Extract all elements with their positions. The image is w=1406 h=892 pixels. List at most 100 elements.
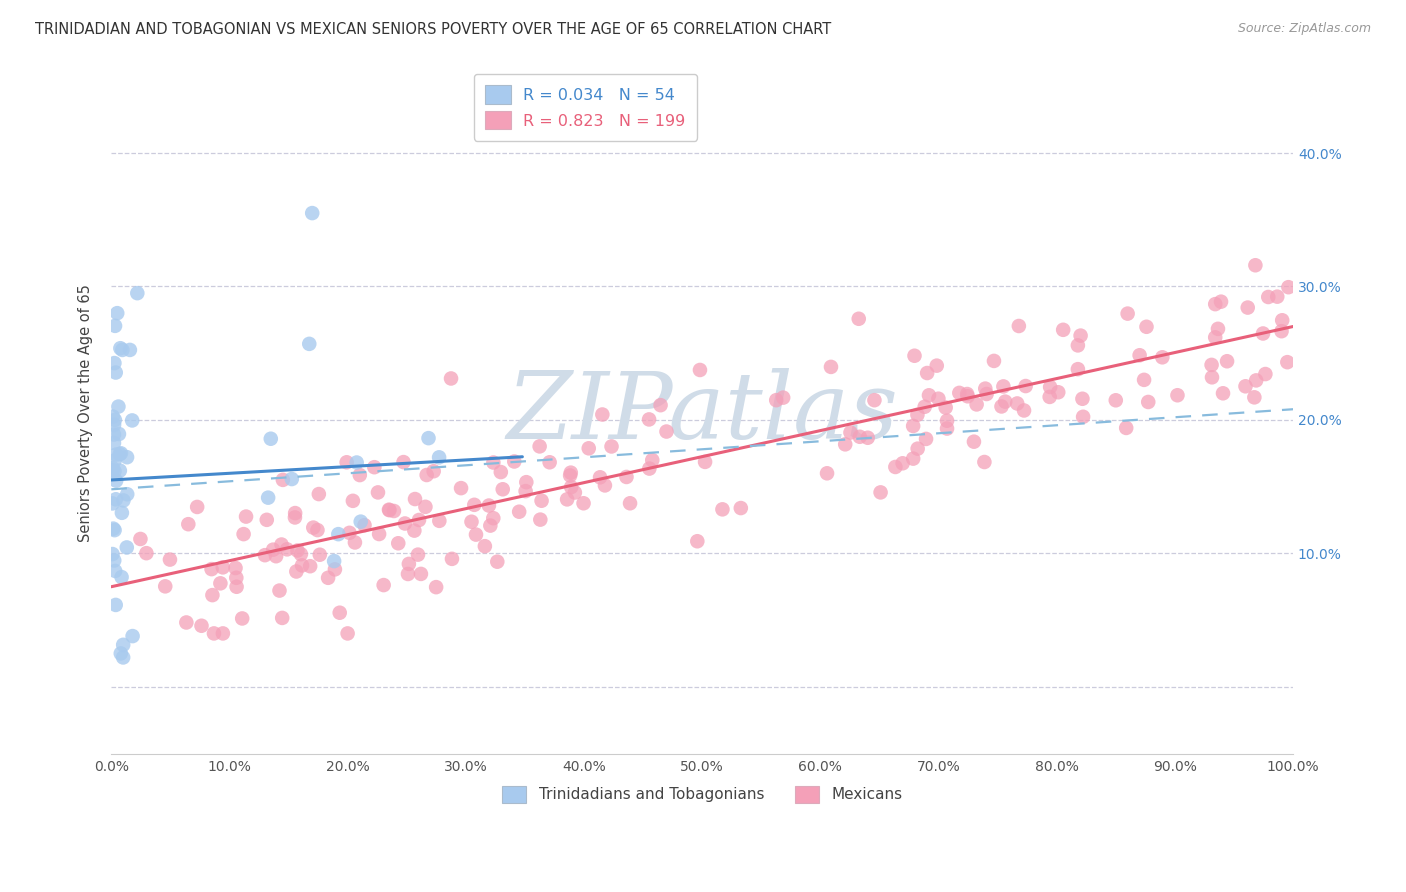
Point [415,500,437,514]
Point [641,453,664,467]
Point [1071,409,1094,424]
Point [232,527,254,541]
Point [1067,338,1090,352]
Point [974,382,997,396]
Point [530,493,553,508]
Point [1206,322,1229,336]
Point [103,436,125,450]
Point [101,409,124,424]
Point [418,431,440,445]
Point [201,588,224,602]
Point [129,532,152,546]
Point [474,539,496,553]
Point [108,427,131,442]
Point [103,356,125,370]
Point [619,496,641,510]
Point [1244,258,1267,272]
Point [482,456,505,470]
Point [211,560,233,574]
Point [578,442,600,456]
Point [368,527,391,541]
Point [560,466,582,480]
Point [257,491,280,505]
Point [350,515,373,529]
Point [463,498,485,512]
Point [914,400,936,414]
Point [115,541,138,555]
Point [271,473,294,487]
Point [308,548,330,562]
Point [103,553,125,567]
Point [848,430,870,444]
Point [104,366,127,380]
Point [482,511,505,525]
Point [329,606,352,620]
Point [638,412,661,426]
Point [110,570,132,584]
Point [110,446,132,460]
Point [108,447,131,461]
Point [479,518,502,533]
Point [404,524,426,538]
Point [110,647,132,661]
Point [863,393,886,408]
Point [956,387,979,401]
Point [765,393,787,408]
Point [440,371,463,385]
Point [398,557,420,571]
Point [270,537,292,551]
Point [105,448,128,462]
Point [105,306,128,320]
Point [404,491,426,506]
Point [1070,328,1092,343]
Point [730,501,752,516]
Point [839,425,862,440]
Point [110,341,132,355]
Point [225,571,247,585]
Point [392,455,415,469]
Point [409,566,432,581]
Point [290,547,312,561]
Text: TRINIDADIAN AND TOBAGONIAN VS MEXICAN SENIORS POVERTY OVER THE AGE OF 65 CORRELA: TRINIDADIAN AND TOBAGONIAN VS MEXICAN SE… [35,22,831,37]
Point [104,564,127,578]
Point [225,561,247,575]
Point [104,453,127,467]
Legend: Trinidadians and Tobagonians, Mexicans: Trinidadians and Tobagonians, Mexicans [491,775,912,814]
Point [1116,307,1139,321]
Point [346,456,368,470]
Point [915,366,938,380]
Point [503,454,526,468]
Point [104,492,127,507]
Point [396,566,419,581]
Point [903,349,925,363]
Point [1265,290,1288,304]
Point [155,579,177,593]
Point [966,397,988,411]
Point [936,421,959,435]
Point [121,629,143,643]
Point [956,389,979,403]
Point [103,427,125,442]
Point [271,611,294,625]
Point [382,504,405,518]
Point [1270,324,1292,338]
Point [834,437,856,451]
Point [118,343,141,357]
Point [1105,393,1128,408]
Point [298,336,321,351]
Point [901,419,924,434]
Point [915,432,938,446]
Point [363,460,385,475]
Point [111,506,134,520]
Point [343,535,366,549]
Point [112,650,135,665]
Point [650,398,672,412]
Point [415,468,437,483]
Point [121,413,143,427]
Point [231,611,253,625]
Point [101,463,124,477]
Point [287,543,309,558]
Point [555,492,578,507]
Point [1201,358,1223,372]
Point [177,517,200,532]
